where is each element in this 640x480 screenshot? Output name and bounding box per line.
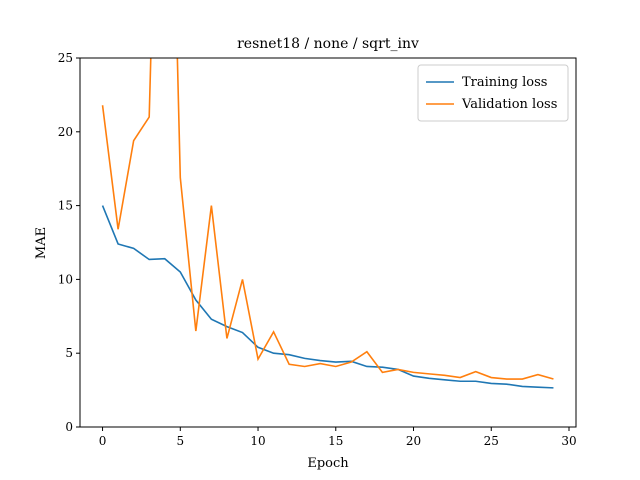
chart-title: resnet18 / none / sqrt_inv xyxy=(237,36,419,52)
legend-label: Validation loss xyxy=(461,97,557,112)
x-tick-label: 15 xyxy=(328,434,343,448)
x-tick-label: 20 xyxy=(406,434,421,448)
plot-area xyxy=(101,58,554,389)
x-tick-label: 30 xyxy=(561,434,576,448)
y-tick-label: 5 xyxy=(65,346,73,360)
x-tick-label: 25 xyxy=(484,434,499,448)
y-tick-label: 15 xyxy=(58,199,73,213)
x-tick-label: 0 xyxy=(99,434,107,448)
y-tick-label: 0 xyxy=(65,420,73,434)
x-tick-label: 5 xyxy=(176,434,184,448)
axes-frame xyxy=(79,57,577,428)
x-tick-label: 10 xyxy=(250,434,265,448)
line-series xyxy=(101,205,554,389)
x-axis-label: Epoch xyxy=(307,456,349,471)
y-axis-label: MAE xyxy=(34,227,49,259)
y-tick-label: 10 xyxy=(58,272,73,286)
legend-box xyxy=(417,64,569,122)
y-tick-label: 25 xyxy=(58,51,73,65)
y-tick-label: 20 xyxy=(58,125,73,139)
line-series xyxy=(101,58,554,380)
legend-label: Training loss xyxy=(462,75,547,90)
